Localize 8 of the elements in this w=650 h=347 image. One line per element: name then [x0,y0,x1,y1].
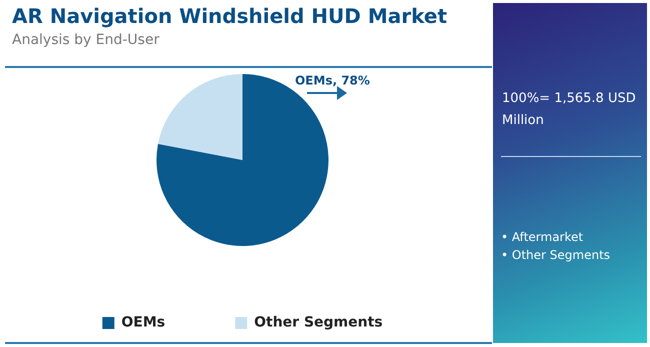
text: • Other Segments [501,247,610,264]
chart-title: AR Navigation Windshield HUD Market [12,4,447,28]
legend-label: Other Segments [254,314,383,331]
text: • Aftermarket [501,229,584,246]
text: 100%= 1,565.8 USD Million [502,90,637,130]
chart-subtitle: Analysis by End-User [12,32,160,48]
data-label: OEMs, 78% [294,73,370,88]
legend-label: OEMs [121,314,166,331]
